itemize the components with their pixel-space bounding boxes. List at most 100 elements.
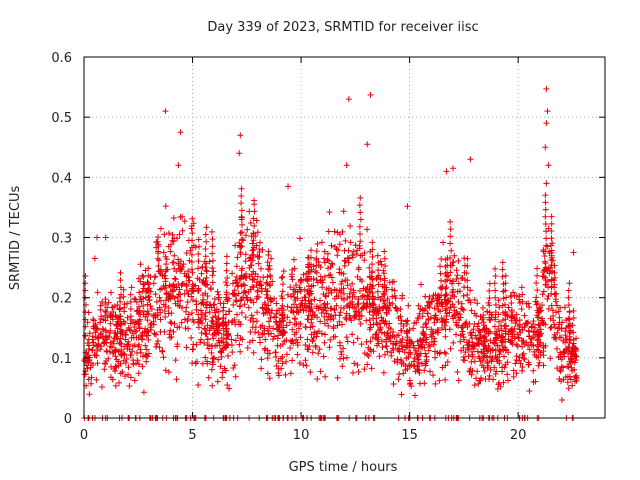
- data-point: [327, 264, 334, 271]
- data-point: [107, 339, 114, 346]
- data-point: [540, 273, 547, 280]
- data-point: [145, 265, 152, 272]
- data-point: [520, 355, 527, 362]
- data-point: [305, 254, 312, 261]
- data-point: [306, 343, 313, 350]
- data-point: [453, 267, 460, 274]
- data-point: [204, 322, 211, 329]
- data-point: [253, 318, 260, 325]
- data-point: [305, 297, 312, 304]
- data-point: [289, 357, 296, 364]
- data-point: [264, 280, 271, 287]
- data-point: [117, 335, 124, 342]
- data-point: [502, 338, 509, 345]
- data-point: [383, 343, 390, 350]
- data-point: [203, 224, 210, 231]
- data-point: [374, 288, 381, 295]
- data-point: [298, 300, 305, 307]
- data-point: [140, 295, 147, 302]
- data-point: [444, 358, 451, 365]
- data-point: [542, 213, 549, 220]
- data-point: [400, 360, 407, 367]
- data-point: [269, 336, 276, 343]
- data-point: [302, 342, 309, 349]
- data-point: [302, 294, 309, 301]
- grid-lines: [84, 57, 605, 418]
- data-point: [250, 237, 257, 244]
- data-point: [358, 306, 365, 313]
- data-point: [382, 262, 389, 269]
- data-point: [162, 203, 169, 210]
- data-point: [391, 334, 398, 341]
- data-point: [422, 293, 429, 300]
- data-point: [234, 332, 241, 339]
- data-point: [344, 295, 351, 302]
- data-point: [403, 355, 410, 362]
- data-point: [548, 261, 555, 268]
- data-point: [510, 328, 517, 335]
- data-point: [82, 309, 89, 316]
- data-point: [492, 370, 499, 377]
- data-point: [259, 246, 266, 253]
- data-point: [499, 266, 506, 273]
- data-point: [474, 348, 481, 355]
- data-point: [233, 279, 240, 286]
- data-point: [543, 120, 550, 127]
- data-point: [171, 265, 178, 272]
- data-point: [210, 335, 217, 342]
- data-point: [117, 269, 124, 276]
- data-point: [208, 228, 215, 235]
- data-point: [322, 373, 329, 380]
- data-point: [220, 314, 227, 321]
- data-point: [479, 316, 486, 323]
- data-point: [544, 108, 551, 115]
- data-point: [238, 214, 245, 221]
- data-point: [380, 297, 387, 304]
- data-point: [573, 353, 580, 360]
- data-point: [463, 339, 470, 346]
- data-point: [532, 378, 539, 385]
- data-point: [410, 325, 417, 332]
- data-point: [220, 322, 227, 329]
- data-point: [206, 309, 213, 316]
- data-point: [209, 343, 216, 350]
- data-point: [101, 338, 108, 345]
- data-point: [288, 293, 295, 300]
- data-point: [246, 208, 253, 215]
- data-point: [317, 318, 324, 325]
- data-point: [313, 276, 320, 283]
- data-point: [353, 304, 360, 311]
- data-point: [540, 342, 547, 349]
- data-point: [460, 353, 467, 360]
- data-point: [288, 273, 295, 280]
- data-point: [378, 314, 385, 321]
- data-point: [564, 363, 571, 370]
- data-point: [291, 331, 298, 338]
- data-point: [375, 259, 382, 266]
- data-point: [567, 328, 574, 335]
- data-point: [440, 239, 447, 246]
- data-point: [442, 333, 449, 340]
- data-point: [512, 360, 519, 367]
- data-point: [495, 297, 502, 304]
- data-point: [383, 336, 390, 343]
- data-point: [486, 309, 493, 316]
- data-point: [322, 304, 329, 311]
- data-point: [415, 356, 422, 363]
- data-point: [518, 305, 525, 312]
- data-point: [259, 304, 266, 311]
- data-point: [90, 323, 97, 330]
- data-point: [121, 301, 128, 308]
- data-point: [369, 282, 376, 289]
- data-point: [513, 311, 520, 318]
- data-point: [232, 373, 239, 380]
- data-point: [248, 262, 255, 269]
- axis-ticks: 0 0.1 0.2 0.3 0.4 0.5 0.6 0 5 10 15 20: [51, 51, 605, 443]
- data-point: [374, 336, 381, 343]
- data-point: [279, 288, 286, 295]
- data-point: [179, 304, 186, 311]
- data-point: [250, 299, 257, 306]
- data-point: [391, 358, 398, 365]
- data-point: [298, 277, 305, 284]
- data-point: [405, 302, 412, 309]
